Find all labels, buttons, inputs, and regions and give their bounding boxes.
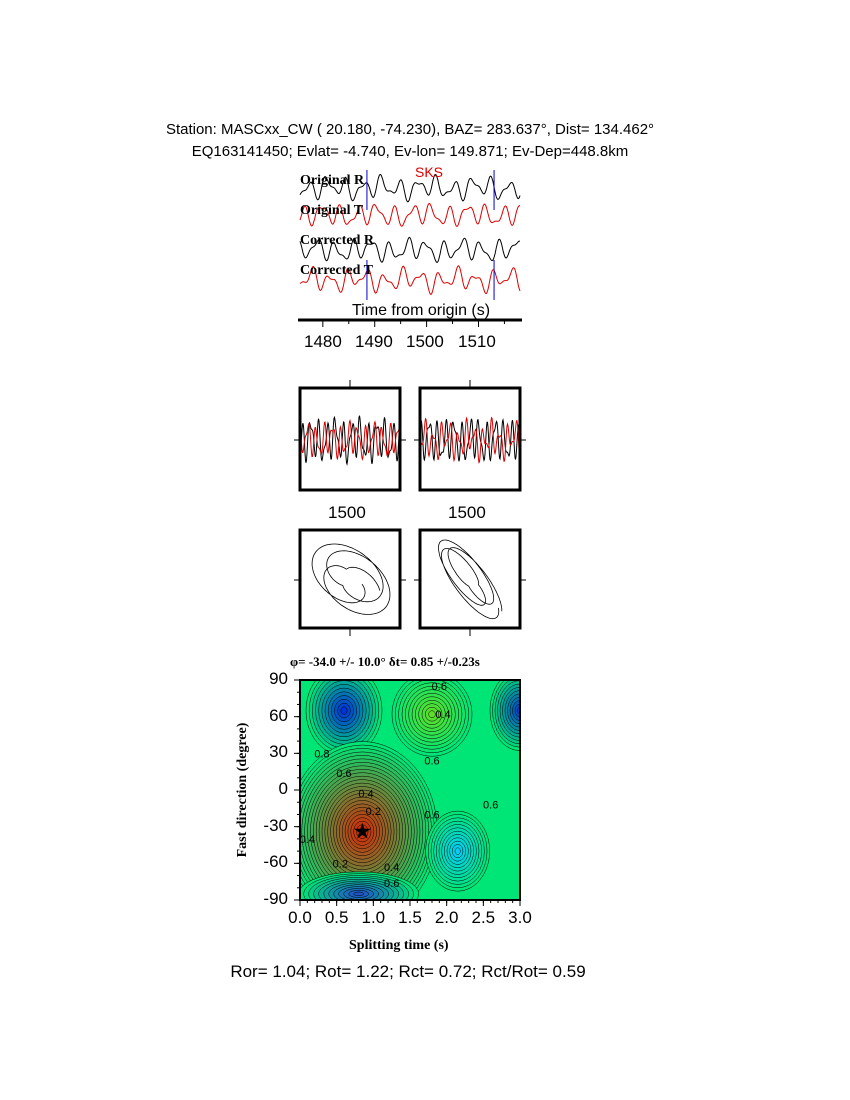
- trace-label: Original T: [300, 203, 364, 218]
- trace-label: Corrected T: [300, 263, 373, 278]
- contour-line: [428, 710, 436, 718]
- contour-label: 0.6: [483, 800, 498, 812]
- contour-label: 0.6: [384, 878, 399, 890]
- panel-xtick: 1500: [328, 503, 366, 522]
- y-tick-label: 30: [269, 742, 288, 762]
- trace-xtick: 1480: [304, 332, 342, 351]
- seismic-trace: [299, 236, 520, 263]
- y-tick-label: -60: [263, 852, 288, 872]
- y-tick-label: -30: [263, 815, 288, 835]
- contour-label: 0.6: [424, 809, 439, 821]
- x-tick-label: 2.0: [434, 908, 459, 927]
- trace-xlabel: Time from origin (s): [352, 302, 491, 319]
- contour-line: [353, 891, 364, 896]
- x-tick-label: 0.0: [288, 908, 312, 927]
- contour-label: 0.6: [336, 768, 351, 780]
- y-tick-label: 90: [269, 669, 288, 688]
- y-tick-label: 0: [278, 779, 288, 798]
- particle-motion: [311, 543, 391, 615]
- contour-label: 0.6: [432, 681, 447, 693]
- y-tick-label: -90: [263, 889, 288, 908]
- particle-motion-frame: [418, 528, 522, 630]
- station-info: Station: MASCxx_CW ( 20.180, -74.230), B…: [165, 121, 655, 138]
- trace-label: Corrected R: [300, 233, 374, 248]
- seismic-trace: [299, 202, 521, 228]
- trace-xtick: 1500: [406, 332, 444, 351]
- x-tick-label: 1.5: [398, 908, 422, 927]
- radial-waveform: [299, 415, 401, 466]
- contour-label: 0.2: [333, 858, 348, 870]
- event-info: EQ163141450; Evlat= -4.740, Ev-lon= 149.…: [191, 143, 629, 160]
- contour-ylabel: Fast direction (degree): [235, 722, 250, 858]
- contour-field: 0.6 0.4 0.8 0.6 0.6 0.4 0.2 0.6 0.6 0.4 0.2 0.4 0.6: [300, 680, 520, 900]
- x-tick-label: 1.0: [361, 908, 386, 927]
- contour-line: [340, 706, 348, 715]
- contour-label: 0.4: [384, 862, 399, 874]
- transverse-waveform: [419, 416, 521, 464]
- best-fit-star-icon: ★: [352, 819, 372, 844]
- contour-label: 0.4: [300, 834, 315, 846]
- phase-label: SKS: [415, 164, 444, 180]
- x-tick-label: 3.0: [508, 908, 532, 927]
- particle-motion: [438, 539, 503, 620]
- y-tick-label: 60: [269, 705, 288, 725]
- trace-xtick: 1510: [458, 332, 496, 351]
- contour-xlabel: Splitting time (s): [349, 938, 449, 953]
- contour-label: 0.6: [424, 756, 439, 768]
- contour-label: 0.2: [366, 806, 381, 818]
- panel-xtick: 1500: [448, 503, 486, 522]
- x-tick-label: 2.5: [471, 908, 496, 927]
- contour-label: 0.4: [358, 789, 373, 801]
- trace-label: Original R: [300, 173, 365, 188]
- contour-title: φ= -34.0 +/- 10.0° δt= 0.85 +/-0.23s: [290, 654, 480, 669]
- radial-waveform: [419, 417, 521, 463]
- particle-motion-frame: [298, 528, 402, 630]
- contour-line: [454, 847, 461, 855]
- contour-label: 0.4: [435, 709, 450, 721]
- ratio-stats: Ror= 1.04; Rot= 1.22; Rct= 0.72; Rct/Rot…: [230, 962, 586, 981]
- seismic-trace: [299, 265, 521, 295]
- contour-label: 0.8: [314, 748, 329, 760]
- x-tick-label: 0.5: [324, 908, 349, 927]
- trace-xtick: 1490: [355, 332, 393, 351]
- contour-line: [359, 827, 366, 836]
- transverse-waveform: [299, 419, 401, 461]
- seismic-trace: [299, 173, 521, 203]
